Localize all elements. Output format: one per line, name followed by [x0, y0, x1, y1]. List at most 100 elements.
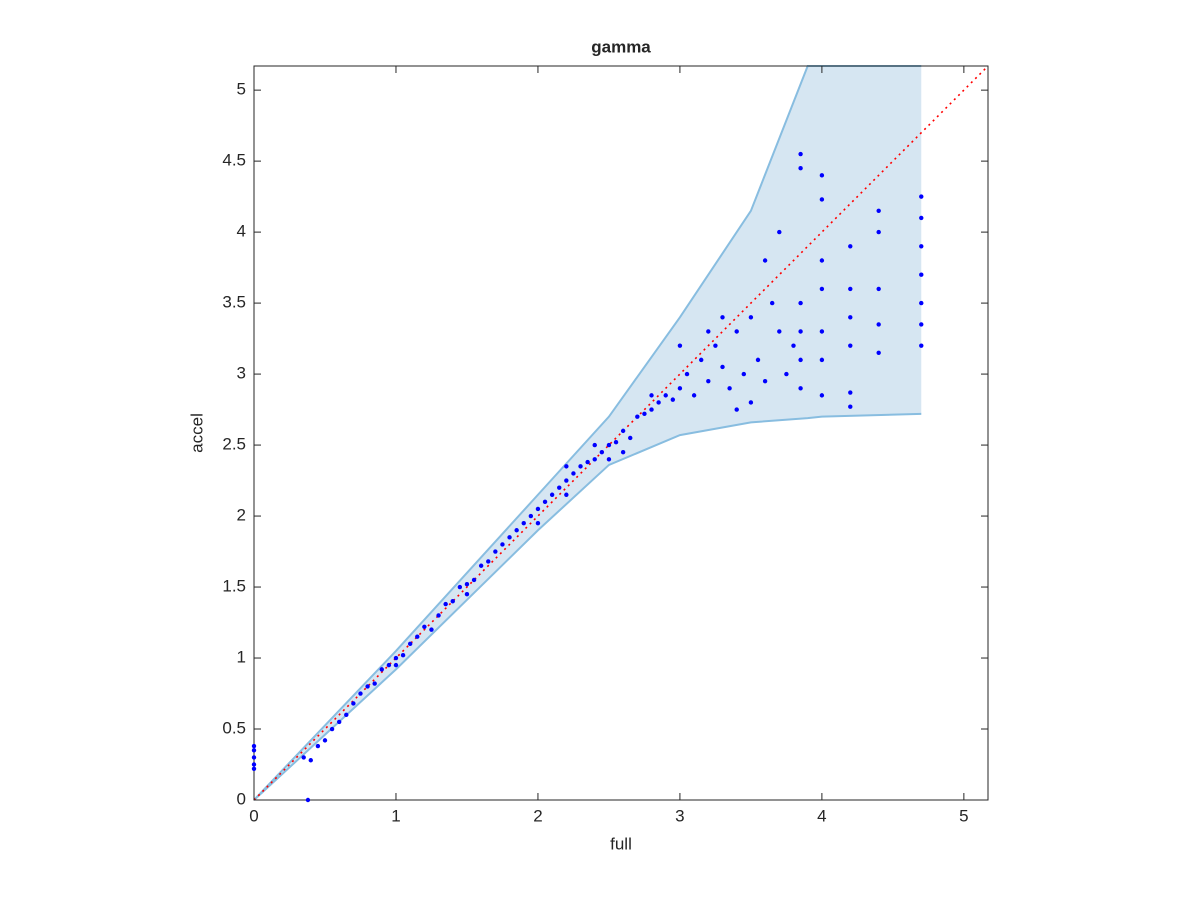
point [429, 627, 434, 632]
point [400, 652, 406, 658]
point [876, 208, 881, 214]
point [422, 624, 427, 629]
point [571, 471, 576, 476]
point [748, 400, 754, 405]
y-axis-label: accel [187, 413, 206, 453]
point [706, 329, 711, 334]
point [848, 390, 853, 395]
point [777, 329, 782, 334]
point [457, 584, 463, 590]
x-tick-label: 1 [391, 806, 400, 825]
point [791, 343, 796, 348]
point [649, 407, 654, 412]
point [798, 166, 803, 171]
point [919, 244, 924, 249]
point [784, 371, 789, 377]
point [322, 738, 328, 743]
y-tick-label: 2 [237, 506, 246, 525]
point [670, 397, 676, 402]
point [713, 343, 718, 348]
chart-title: gamma [591, 37, 651, 56]
point [606, 457, 612, 462]
reference-line [253, 65, 989, 801]
point [549, 492, 555, 497]
x-tick-label: 5 [959, 806, 968, 825]
point [819, 357, 825, 363]
band-lower [253, 412, 922, 801]
point [876, 350, 881, 355]
point [706, 378, 711, 384]
y-tick-label: 2.5 [222, 435, 246, 454]
point [720, 315, 725, 320]
y-tick-label: 4 [237, 222, 246, 241]
point [542, 499, 548, 505]
point [620, 449, 626, 455]
point [919, 215, 924, 221]
y-tick-label: 3.5 [222, 293, 246, 312]
point [251, 766, 257, 771]
point [478, 563, 484, 568]
point [592, 442, 597, 448]
point [656, 400, 661, 405]
y-tick-label: 0 [237, 789, 246, 808]
point [436, 613, 441, 618]
point [521, 520, 526, 526]
x-tick-label: 3 [675, 806, 684, 825]
point [620, 428, 626, 434]
point [606, 442, 612, 448]
point [663, 393, 668, 398]
y-tick-label: 4.5 [222, 151, 246, 170]
point [755, 357, 761, 363]
y-tick-label: 0.5 [222, 718, 246, 737]
point [819, 173, 825, 178]
point [876, 229, 881, 235]
point [301, 755, 306, 760]
point [741, 371, 747, 377]
point [336, 719, 342, 725]
point [528, 513, 534, 519]
point [564, 478, 569, 483]
point [848, 286, 853, 292]
point [848, 343, 853, 348]
point [407, 641, 413, 647]
point [535, 506, 541, 512]
y-tick-label: 1.5 [222, 577, 246, 596]
point [777, 229, 782, 235]
point [798, 357, 803, 363]
point [613, 440, 619, 445]
point [564, 492, 569, 497]
point [585, 459, 590, 465]
point [720, 364, 725, 370]
point [919, 300, 924, 306]
point [443, 601, 448, 607]
y-tick-label: 3 [237, 364, 246, 383]
band-area [254, 66, 922, 800]
point [734, 407, 739, 412]
point [486, 559, 491, 564]
point [684, 371, 690, 377]
point [557, 485, 562, 490]
point [798, 329, 803, 334]
point [677, 386, 683, 391]
point [691, 393, 697, 398]
point [344, 712, 349, 718]
y-tick-label: 1 [237, 648, 246, 667]
point [748, 315, 754, 320]
point [677, 343, 683, 348]
point [919, 194, 924, 199]
point [251, 762, 257, 767]
point [351, 701, 356, 706]
point [819, 258, 825, 263]
point [762, 258, 768, 263]
point [876, 286, 881, 292]
point [471, 577, 477, 583]
point [919, 343, 924, 348]
point [848, 315, 853, 320]
point [535, 520, 541, 526]
point [819, 393, 825, 398]
point [919, 322, 924, 327]
point [819, 286, 825, 292]
point [592, 457, 597, 462]
point [507, 535, 512, 540]
